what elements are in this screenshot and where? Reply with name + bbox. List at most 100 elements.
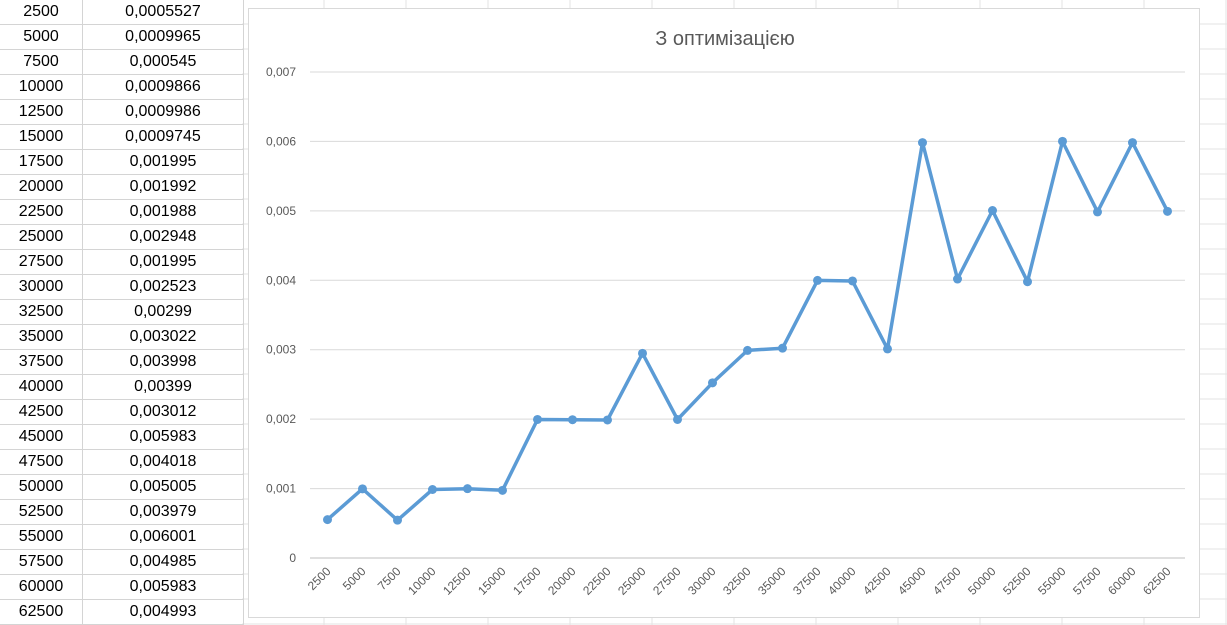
table-row: 37500 0,003998 [0, 349, 244, 375]
chart-area[interactable]: З оптимізацією 0 0,001 0,002 0,003 0,004 0,005… [248, 8, 1200, 618]
cell-size[interactable]: 55000 [0, 524, 83, 550]
cell-time[interactable]: 0,003012 [82, 399, 244, 425]
x-tick-label: 40000 [825, 564, 859, 598]
table-row: 20000 0,001992 [0, 174, 244, 200]
cell-time[interactable]: 0,004985 [82, 549, 244, 575]
cell-time[interactable]: 0,0009745 [82, 124, 244, 150]
table-row: 2500 0,0005527 [0, 0, 244, 25]
cell-time[interactable]: 0,003998 [82, 349, 244, 375]
chart-title: З оптимізацією [655, 28, 795, 50]
table-row: 15000 0,0009745 [0, 124, 244, 150]
cell-time[interactable]: 0,005005 [82, 474, 244, 500]
cell-time[interactable]: 0,001992 [82, 174, 244, 200]
data-point [918, 138, 927, 148]
x-tick-label: 52500 [1000, 564, 1034, 598]
table-row: 25000 0,002948 [0, 224, 244, 250]
x-tick-label: 57500 [1070, 564, 1104, 598]
cell-time[interactable]: 0,00299 [82, 299, 244, 325]
y-tick-label: 0,007 [266, 65, 296, 79]
cell-size[interactable]: 40000 [0, 374, 83, 400]
series-line [325, 139, 1170, 522]
cell-time[interactable]: 0,001988 [82, 199, 244, 225]
x-tick-label: 45000 [895, 564, 929, 598]
cell-size[interactable]: 15000 [0, 124, 83, 150]
cell-size[interactable]: 25000 [0, 224, 83, 250]
data-point [953, 274, 962, 284]
cell-time[interactable]: 0,004993 [82, 599, 244, 625]
cell-size[interactable]: 30000 [0, 274, 83, 300]
y-tick-label: 0,001 [266, 482, 296, 496]
cell-size[interactable]: 50000 [0, 474, 83, 500]
y-tick-label: 0,003 [266, 343, 296, 357]
cell-time[interactable]: 0,002948 [82, 224, 244, 250]
cell-time[interactable]: 0,000545 [82, 49, 244, 75]
table-row: 27500 0,001995 [0, 249, 244, 275]
table-row: 5000 0,0009965 [0, 24, 244, 50]
data-point [673, 414, 682, 424]
x-tick-label: 22500 [580, 564, 614, 598]
cell-size[interactable]: 42500 [0, 399, 83, 425]
cell-size[interactable]: 7500 [0, 49, 83, 75]
y-tick-label: 0,002 [266, 412, 296, 426]
y-tick-label: 0,006 [266, 134, 296, 148]
table-row: 7500 0,000545 [0, 49, 244, 75]
x-tick-label: 5000 [340, 564, 369, 593]
cell-time[interactable]: 0,001995 [82, 249, 244, 275]
cell-time[interactable]: 0,004018 [82, 449, 244, 475]
cell-size[interactable]: 47500 [0, 449, 83, 475]
data-point [393, 515, 402, 525]
data-point [1128, 138, 1137, 148]
cell-size[interactable]: 45000 [0, 424, 83, 450]
cell-time[interactable]: 0,002523 [82, 274, 244, 300]
data-point [498, 485, 507, 495]
table-row: 57500 0,004985 [0, 549, 244, 575]
cell-size[interactable]: 22500 [0, 199, 83, 225]
cell-time[interactable]: 0,003979 [82, 499, 244, 525]
x-tick-label: 15000 [475, 564, 509, 598]
x-tick-label: 47500 [930, 564, 964, 598]
cell-size[interactable]: 20000 [0, 174, 83, 200]
cell-time[interactable]: 0,006001 [82, 524, 244, 550]
cell-size[interactable]: 57500 [0, 549, 83, 575]
x-tick-label: 35000 [755, 564, 789, 598]
cell-size[interactable]: 32500 [0, 299, 83, 325]
x-tick-label: 17500 [510, 564, 544, 598]
cell-time[interactable]: 0,00399 [82, 374, 244, 400]
cell-time[interactable]: 0,0009986 [82, 99, 244, 125]
cell-size[interactable]: 12500 [0, 99, 83, 125]
table-row: 30000 0,002523 [0, 274, 244, 300]
cell-size[interactable]: 17500 [0, 149, 83, 175]
cell-size[interactable]: 10000 [0, 74, 83, 100]
data-point [708, 378, 717, 388]
cell-time[interactable]: 0,0009866 [82, 74, 244, 100]
cell-size[interactable]: 27500 [0, 249, 83, 275]
cell-time[interactable]: 0,001995 [82, 149, 244, 175]
cell-size[interactable]: 52500 [0, 499, 83, 525]
table-row: 60000 0,005983 [0, 574, 244, 600]
y-tick-label: 0,004 [266, 273, 296, 287]
data-point [638, 348, 647, 358]
cell-size[interactable]: 62500 [0, 599, 83, 625]
y-tick-label: 0 [289, 551, 296, 565]
data-point [323, 515, 332, 525]
table-row: 47500 0,004018 [0, 449, 244, 475]
cell-time[interactable]: 0,005983 [82, 424, 244, 450]
data-point [603, 415, 612, 425]
cell-time[interactable]: 0,0005527 [82, 0, 244, 25]
table-row: 50000 0,005005 [0, 474, 244, 500]
x-tick-label: 10000 [405, 564, 439, 598]
table-row: 62500 0,004993 [0, 599, 244, 625]
cell-size[interactable]: 37500 [0, 349, 83, 375]
cell-time[interactable]: 0,003022 [82, 324, 244, 350]
cell-time[interactable]: 0,005983 [82, 574, 244, 600]
table-row: 42500 0,003012 [0, 399, 244, 425]
cell-size[interactable]: 35000 [0, 324, 83, 350]
data-point [1163, 206, 1172, 216]
cell-size[interactable]: 60000 [0, 574, 83, 600]
cell-time[interactable]: 0,0009965 [82, 24, 244, 50]
cell-size[interactable]: 5000 [0, 24, 83, 50]
data-point [848, 276, 857, 286]
data-point [1023, 277, 1032, 287]
x-tick-label: 50000 [965, 564, 999, 598]
cell-size[interactable]: 2500 [0, 0, 83, 25]
